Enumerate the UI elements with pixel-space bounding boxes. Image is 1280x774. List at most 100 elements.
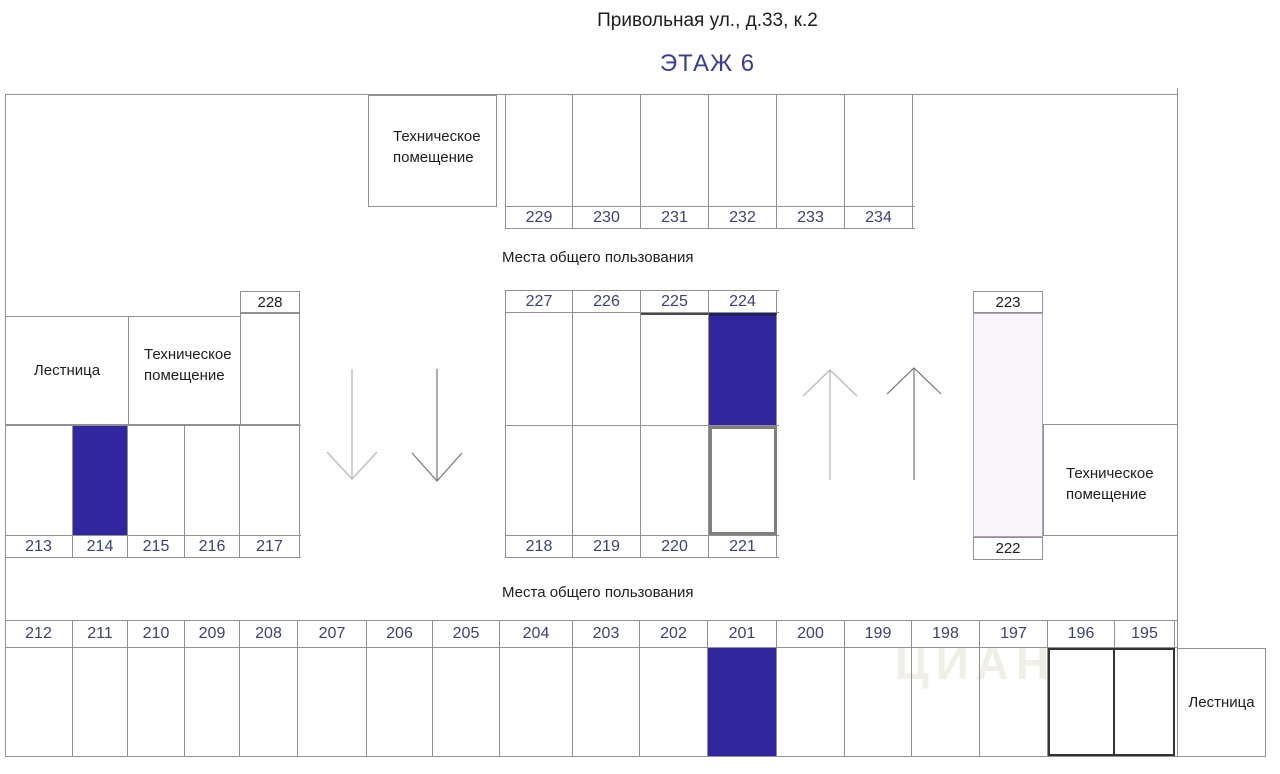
middle-center-bottom-spaces [505,425,779,535]
common-area-text-top: Места общего пользования [502,249,694,266]
space-228[interactable] [240,313,300,425]
space-215[interactable] [128,426,185,535]
space-label-219: 219 [573,536,641,557]
space-label-218: 218 [505,536,573,557]
technical-room-right: Техническое помещение [1043,424,1178,536]
space-200[interactable] [777,648,845,756]
space-213[interactable] [5,426,73,535]
space-label-230: 230 [573,207,641,228]
space-229[interactable] [505,94,573,206]
space-label-203: 203 [573,621,640,647]
space-209[interactable] [185,648,240,756]
space-206[interactable] [367,648,433,756]
technical-room-top: Техническое помещение [368,95,497,207]
wall-right [1177,88,1178,648]
space-234[interactable] [845,94,913,206]
space-label-206: 206 [367,621,433,647]
top-labels-row: 229 230 231 232 233 234 [505,206,915,229]
space-214[interactable] [73,426,128,535]
space-227[interactable] [505,313,573,425]
down-arrow-icon [326,369,378,481]
middle-left-labels-row: 213 214 215 216 217 [5,535,301,558]
space-label-234: 234 [845,207,913,228]
space-210[interactable] [128,648,185,756]
space-label-202: 202 [640,621,708,647]
space-222[interactable] [973,425,1043,537]
space-label-215: 215 [128,536,185,557]
space-label-214: 214 [73,536,128,557]
top-spaces-row [505,94,915,206]
middle-center-bottom-labels: 218 219 220 221 [505,535,779,558]
space-label-197: 197 [980,621,1048,647]
technical-room-right-label: Техническое помещение [1066,465,1154,503]
space-label-228: 228 [240,291,300,313]
space-220[interactable] [641,426,709,535]
space-197[interactable] [980,648,1048,756]
space-232[interactable] [709,94,777,206]
space-label-195: 195 [1115,621,1175,647]
space-label-199: 199 [845,621,912,647]
middle-left-spaces-row [5,425,301,535]
space-label-198: 198 [912,621,980,647]
space-223[interactable] [973,313,1043,426]
staircase-middle-label: Лестница [33,362,101,379]
space-label-223: 223 [973,291,1043,313]
address-title: Привольная ул., д.33, к.2 [597,10,818,31]
space-224[interactable] [709,313,777,425]
staircase-bottom-label: Лестница [1188,694,1255,711]
space-212[interactable] [5,648,73,756]
space-label-210: 210 [128,621,185,647]
space-label-225: 225 [641,291,709,312]
space-label-212: 212 [5,621,73,647]
space-195[interactable] [1115,648,1175,756]
space-label-217: 217 [240,536,300,557]
space-label-208: 208 [240,621,298,647]
staircase-bottom: Лестница [1177,648,1266,757]
space-198[interactable] [912,648,980,756]
space-202[interactable] [640,648,708,756]
space-207[interactable] [298,648,367,756]
space-label-209: 209 [185,621,240,647]
space-201[interactable] [708,648,777,756]
bottom-labels-row: 212 211 210 209 208 207 206 205 204 203 … [5,620,1177,648]
space-label-224: 224 [709,291,777,312]
space-225[interactable] [641,313,709,425]
space-label-231: 231 [641,207,709,228]
space-label-221: 221 [709,536,777,557]
watermark: ЦИАН [895,637,1057,689]
space-203[interactable] [573,648,640,756]
space-204[interactable] [500,648,573,756]
staircase-middle: Лестница [5,316,129,425]
space-label-226: 226 [573,291,641,312]
down-arrows [326,369,463,482]
space-230[interactable] [573,94,641,206]
space-217[interactable] [240,426,300,535]
space-208[interactable] [240,648,298,756]
space-label-227: 227 [505,291,573,312]
space-label-205: 205 [433,621,500,647]
space-label-204: 204 [500,621,573,647]
space-226[interactable] [573,313,641,425]
space-196[interactable] [1048,648,1115,756]
space-218[interactable] [505,426,573,535]
space-205[interactable] [433,648,500,756]
space-221[interactable] [709,426,777,535]
space-211[interactable] [73,648,128,756]
space-label-201: 201 [708,621,777,647]
space-label-220: 220 [641,536,709,557]
middle-center-top-spaces [505,313,779,425]
common-area-text-bottom: Места общего пользования [502,584,694,601]
space-233[interactable] [777,94,845,206]
space-label-222: 222 [973,537,1043,560]
space-199[interactable] [845,648,912,756]
up-arrow-icon [802,369,858,480]
technical-room-middle-label: Техническое помещение [144,346,232,384]
space-label-216: 216 [185,536,240,557]
space-219[interactable] [573,426,641,535]
down-arrow-icon [411,369,463,482]
space-216[interactable] [185,426,240,535]
technical-room-top-label: Техническое помещение [393,128,481,166]
middle-center-top-labels: 227 226 225 224 [505,290,779,313]
space-231[interactable] [641,94,709,206]
